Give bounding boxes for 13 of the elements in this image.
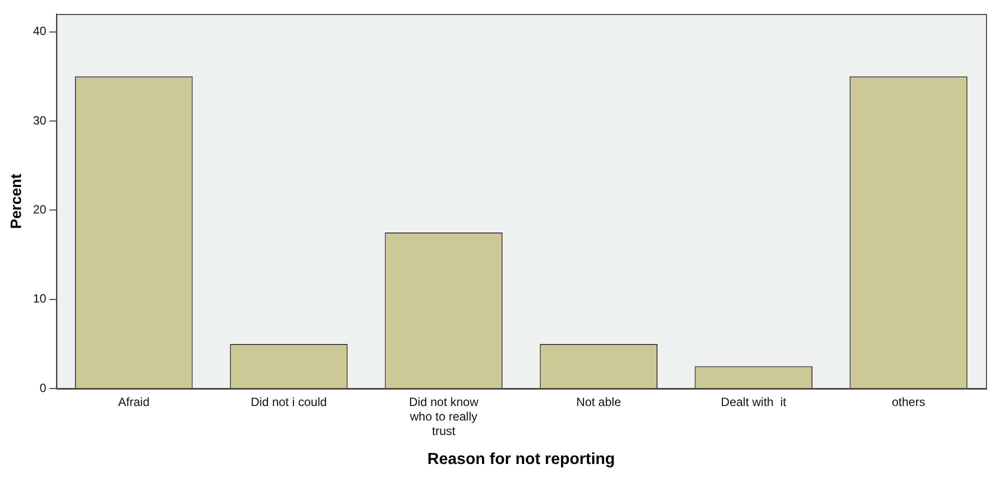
x-tick-label: Did not i could <box>250 395 327 410</box>
x-tick-label: Not able <box>576 395 622 410</box>
x-tick-label: Afraid <box>118 395 150 410</box>
y-axis-title: Percent <box>8 174 26 229</box>
x-tick-label: Dealt with it <box>720 395 787 410</box>
y-tick-label: 30 <box>32 113 47 128</box>
x-axis-title: Reason for not reporting <box>427 450 615 468</box>
y-tick-label: 20 <box>32 202 47 217</box>
x-tick-label: others <box>892 395 926 410</box>
y-tick-label: 10 <box>32 292 47 306</box>
x-tick-label: Did not know who to really trust <box>409 395 479 438</box>
y-tick-label: 0 <box>40 380 47 395</box>
y-tick-label: 40 <box>32 24 47 38</box>
